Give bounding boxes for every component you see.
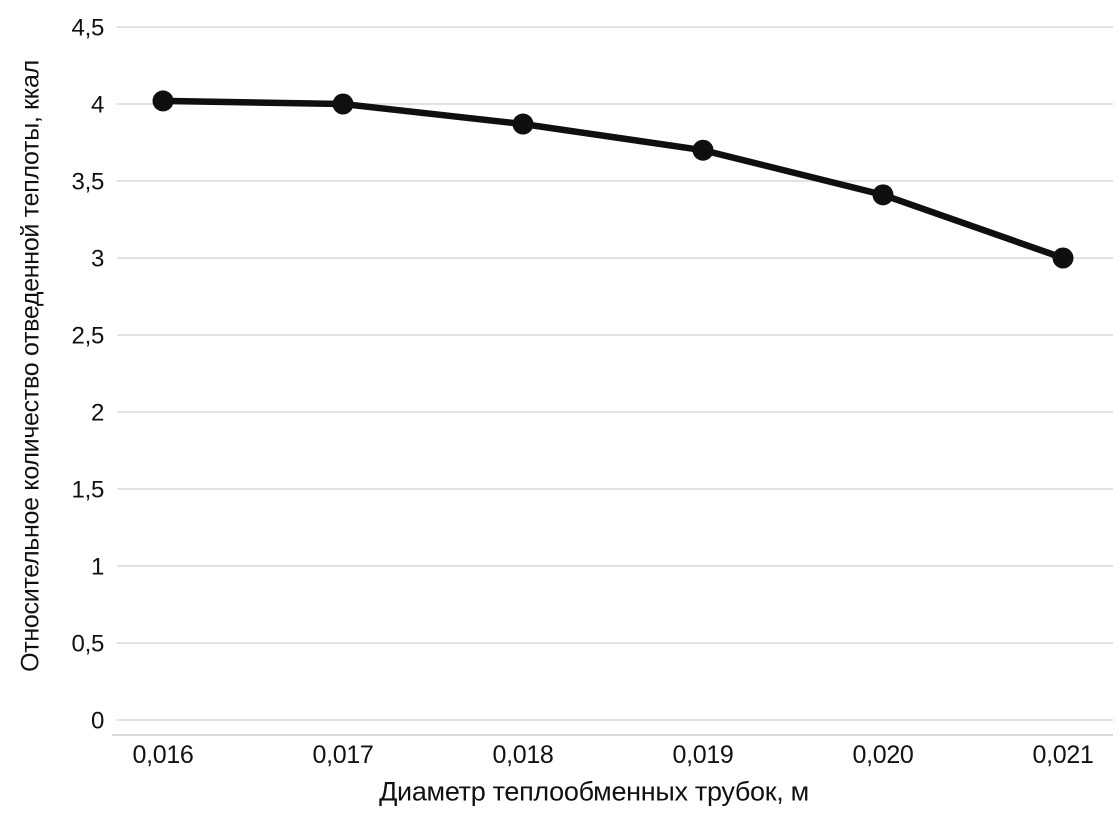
x-axis-title: Диаметр теплообменных трубок, м	[379, 776, 809, 807]
y-tick-label: 0	[91, 707, 104, 734]
y-tick-label: 2,5	[72, 322, 104, 349]
x-tick-label: 0,016	[132, 741, 193, 769]
y-tick-label: 3,5	[72, 168, 104, 195]
x-tick-label: 0,021	[1032, 741, 1093, 769]
data-point-marker	[692, 139, 714, 161]
y-tick-label: 2	[91, 399, 104, 426]
x-tick-label: 0,017	[312, 741, 373, 769]
data-point-marker	[152, 90, 174, 112]
x-tick-label: 0,019	[672, 741, 733, 769]
data-point-marker	[872, 184, 894, 206]
y-tick-label: 3	[91, 245, 104, 272]
data-point-marker	[512, 113, 534, 135]
data-point-marker	[1052, 247, 1074, 269]
x-tick-label: 0,018	[492, 741, 553, 769]
y-tick-label: 0,5	[72, 630, 104, 657]
y-tick-label: 1	[91, 553, 104, 580]
y-tick-label: 4	[91, 91, 104, 118]
y-axis-title: Относительное количество отведенной тепл…	[16, 60, 45, 672]
y-tick-label: 4,5	[72, 14, 104, 41]
data-point-marker	[332, 93, 354, 115]
y-tick-label: 1,5	[72, 476, 104, 503]
x-tick-label: 0,020	[852, 741, 913, 769]
series-line	[159, 97, 1067, 262]
